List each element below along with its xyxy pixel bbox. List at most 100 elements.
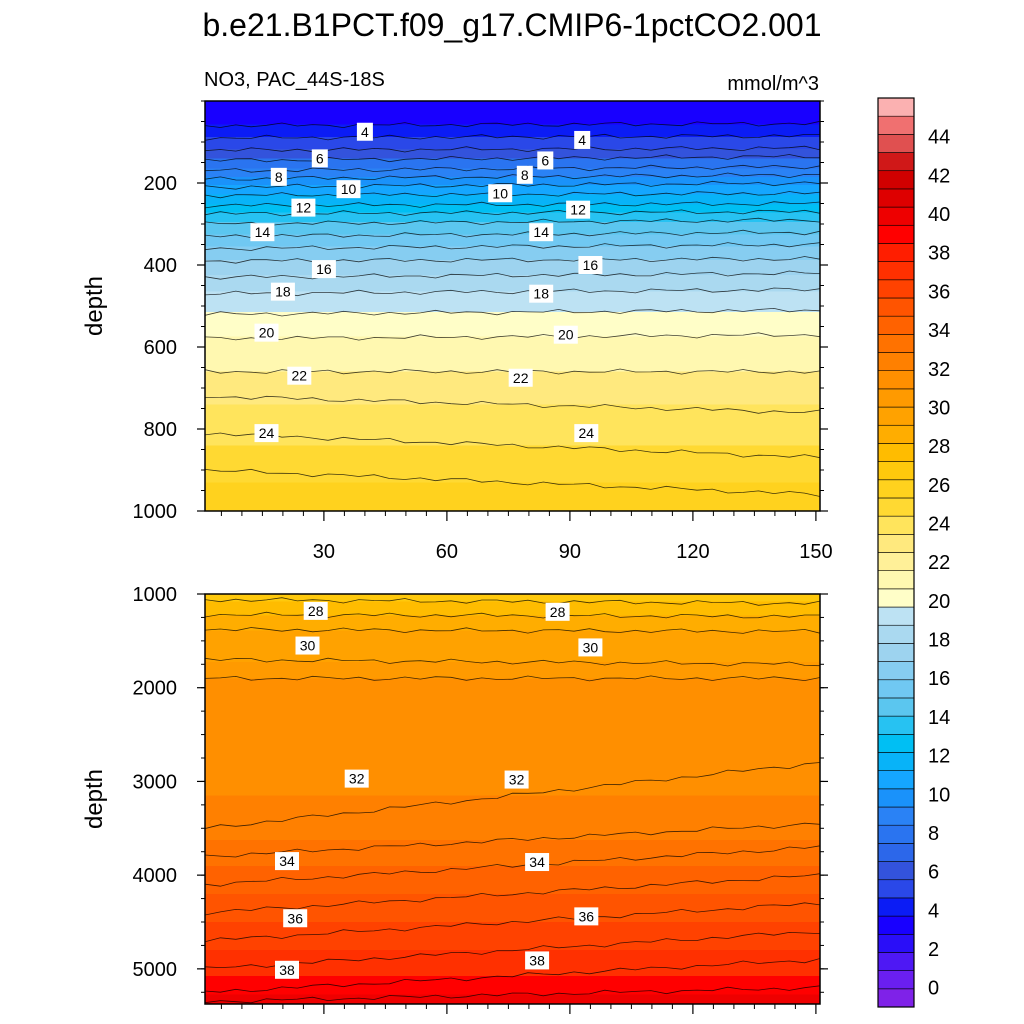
contour-label-box bbox=[295, 636, 320, 655]
contour-label: 38 bbox=[279, 962, 295, 978]
contour-line-23 bbox=[205, 395, 820, 414]
colorbar-label: 30 bbox=[928, 397, 950, 419]
contour-line-20 bbox=[205, 307, 820, 317]
contour-label-box bbox=[566, 200, 591, 219]
colorbar-swatch bbox=[877, 261, 915, 281]
colorbar-swatch bbox=[877, 661, 915, 681]
colorbar-label: 16 bbox=[928, 668, 950, 690]
colorbar-swatch bbox=[877, 170, 915, 190]
contour-label: 38 bbox=[529, 952, 545, 968]
contour-label-box bbox=[311, 260, 336, 279]
contour-line-4 bbox=[205, 120, 820, 129]
x-tick-label: 30 bbox=[313, 541, 335, 563]
y-tick-label: 3000 bbox=[133, 771, 178, 793]
contour-label: 16 bbox=[583, 257, 599, 273]
contour-line-37 bbox=[205, 931, 820, 969]
colorbar-swatch bbox=[877, 715, 915, 735]
contour-line-6 bbox=[205, 145, 820, 153]
contour-line-5 bbox=[205, 133, 820, 141]
contour-line-15 bbox=[205, 229, 820, 239]
contour-label-box bbox=[488, 184, 513, 203]
contour-label: 24 bbox=[259, 425, 275, 441]
colorbar: 0246810121416182022242628303234363840424… bbox=[877, 97, 950, 1008]
colorbar-label: 20 bbox=[928, 591, 950, 613]
colorbar-swatch bbox=[877, 697, 915, 717]
colorbar-swatch bbox=[877, 970, 915, 990]
colorbar-swatch bbox=[877, 770, 915, 790]
colorbar-label: 40 bbox=[928, 204, 950, 226]
y-tick-label: 2000 bbox=[133, 678, 178, 700]
colorbar-label: 10 bbox=[928, 784, 950, 806]
y-tick-label: 600 bbox=[144, 337, 177, 359]
x-tick-label: 150 bbox=[799, 541, 832, 563]
contour-label-box bbox=[529, 223, 554, 242]
contour-label: 28 bbox=[550, 604, 566, 620]
contour-line-39 bbox=[205, 985, 820, 1004]
x-tick-label: 120 bbox=[676, 541, 709, 563]
colorbar-swatch bbox=[877, 406, 915, 426]
contour-label: 14 bbox=[255, 224, 271, 240]
colorbar-swatch bbox=[877, 952, 915, 971]
contour-line-16 bbox=[205, 242, 820, 251]
contour-line-8 bbox=[205, 164, 820, 173]
contour-line-36 bbox=[205, 902, 820, 943]
contour-line-25 bbox=[205, 468, 820, 497]
colorbar-swatch bbox=[877, 188, 915, 208]
y-tick-label: 400 bbox=[144, 255, 177, 277]
colorbar-label: 42 bbox=[928, 165, 950, 187]
contour-label-box bbox=[270, 282, 295, 301]
contour-label-box bbox=[275, 960, 299, 979]
contour-line-29 bbox=[205, 627, 820, 634]
contour-label-box bbox=[578, 638, 603, 657]
colorbar-label: 34 bbox=[928, 320, 950, 342]
contour-label: 4 bbox=[578, 132, 586, 148]
colorbar-swatch bbox=[877, 461, 915, 481]
upper-y-axis-label: depth bbox=[81, 276, 108, 336]
colorbar-label: 18 bbox=[928, 630, 950, 652]
colorbar-label: 32 bbox=[928, 359, 950, 381]
colorbar-swatch bbox=[877, 97, 915, 117]
colorbar-swatch bbox=[877, 879, 915, 899]
contour-label: 4 bbox=[361, 124, 369, 140]
contour-label: 10 bbox=[492, 185, 508, 201]
colorbar-swatch bbox=[877, 861, 915, 881]
upper-panel-fill bbox=[205, 101, 820, 511]
colorbar-swatch bbox=[877, 334, 915, 353]
contour-label: 10 bbox=[341, 181, 357, 197]
contour-label-box bbox=[574, 907, 599, 926]
contour-line-32 bbox=[205, 762, 820, 829]
colorbar-swatch bbox=[877, 279, 915, 299]
contour-line-14 bbox=[205, 217, 820, 227]
colorbar-swatch bbox=[877, 152, 915, 172]
x-tick-label: 60 bbox=[436, 541, 458, 563]
colorbar-label: 4 bbox=[928, 900, 939, 922]
contour-label-box bbox=[254, 424, 279, 443]
y-tick-label: 200 bbox=[144, 173, 177, 195]
lower-panel-fill bbox=[205, 594, 820, 1004]
contour-line-33 bbox=[205, 822, 820, 858]
colorbar-label: 24 bbox=[928, 513, 950, 535]
contour-label: 6 bbox=[541, 152, 549, 168]
contour-label: 36 bbox=[287, 910, 303, 926]
colorbar-swatch bbox=[877, 497, 915, 517]
colorbar-swatch bbox=[877, 606, 915, 626]
contour-line-30 bbox=[205, 657, 820, 667]
contour-label-box bbox=[574, 130, 591, 149]
chart-title: b.e21.B1PCT.f09_g17.CMIP6-1pctCO2.001 bbox=[202, 7, 821, 43]
colorbar-swatch bbox=[877, 843, 915, 862]
contour-label: 18 bbox=[533, 286, 549, 302]
contour-line-7 bbox=[205, 154, 820, 163]
contour-line-24 bbox=[205, 432, 820, 459]
colorbar-swatch bbox=[877, 552, 915, 571]
contour-label-box bbox=[283, 909, 308, 928]
contour-label-box bbox=[574, 424, 599, 443]
contour-label-box bbox=[356, 122, 373, 141]
colorbar-swatch bbox=[877, 315, 915, 335]
contour-label: 22 bbox=[292, 368, 308, 384]
contour-label: 14 bbox=[533, 224, 549, 240]
colorbar-swatch bbox=[877, 370, 915, 390]
contour-line-21 bbox=[205, 332, 820, 341]
contour-label-box bbox=[529, 284, 554, 303]
contour-line-27 bbox=[205, 597, 820, 606]
contour-line-38 bbox=[205, 958, 820, 993]
